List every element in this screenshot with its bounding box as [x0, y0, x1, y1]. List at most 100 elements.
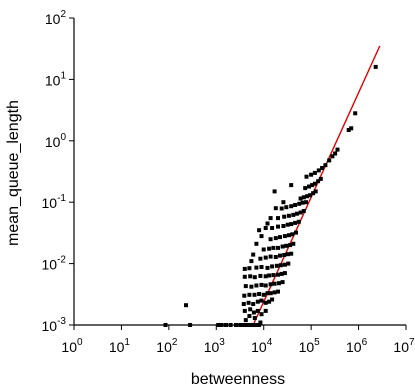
data-point [242, 266, 247, 271]
y-tick-label: 100 [45, 132, 67, 150]
x-tick-label: 106 [346, 337, 368, 355]
x-tick-label: 101 [109, 337, 131, 355]
data-point [346, 128, 351, 132]
data-point [276, 224, 280, 229]
data-point [273, 255, 278, 259]
data-point [291, 212, 296, 217]
data-point [349, 126, 354, 131]
data-point [258, 320, 263, 325]
data-point [258, 256, 263, 261]
x-tick-label: 104 [251, 337, 273, 355]
data-point [294, 230, 298, 235]
data-point [373, 64, 378, 69]
y-tick-label: 101 [45, 70, 67, 88]
data-point [246, 300, 251, 305]
data-point [272, 290, 277, 295]
data-point [291, 241, 296, 246]
data-point [323, 163, 328, 168]
data-point [303, 186, 308, 191]
data-point [276, 272, 280, 277]
data-point [316, 168, 321, 173]
data-point [242, 274, 247, 279]
data-point [243, 318, 248, 323]
data-point [278, 235, 282, 240]
data-point [312, 170, 317, 175]
data-point [268, 237, 273, 242]
data-point [271, 273, 276, 278]
data-point [281, 200, 286, 205]
data-point [270, 264, 275, 269]
data-point [333, 151, 338, 156]
data-point [263, 300, 268, 305]
data-point [289, 251, 294, 256]
data-point [261, 292, 266, 297]
data-point [247, 292, 252, 297]
axes-layer [73, 18, 406, 326]
data-point [282, 214, 287, 219]
data-point [353, 111, 358, 116]
data-point [255, 308, 260, 313]
data-point [286, 261, 291, 266]
x-tick-label: 100 [61, 337, 83, 355]
data-point [286, 213, 291, 218]
data-point [276, 245, 280, 250]
y-tick-label: 10-3 [42, 316, 67, 334]
data-point [248, 307, 253, 312]
data-point [251, 302, 256, 306]
data-point [247, 266, 252, 271]
data-point [258, 273, 263, 278]
data-point [282, 262, 287, 267]
data-point [265, 221, 270, 226]
data-point [289, 204, 294, 209]
data-point [327, 158, 332, 163]
data-point [293, 203, 298, 207]
data-point [276, 289, 280, 294]
data-point [259, 298, 264, 303]
data-point [252, 316, 257, 320]
y-tick-label: 102 [45, 9, 67, 27]
data-point [255, 299, 260, 304]
data-point [265, 265, 270, 270]
x-tick-label: 102 [156, 337, 178, 355]
data-point [254, 265, 259, 270]
data-point [261, 247, 266, 252]
data-point [248, 274, 253, 279]
x-axis-title: betweenness [191, 371, 285, 388]
data-point [184, 303, 188, 308]
data-point [267, 273, 272, 278]
data-point [268, 282, 273, 287]
data-point [280, 244, 285, 249]
data-point [289, 222, 294, 227]
data-point [310, 183, 315, 188]
data-point [270, 297, 275, 302]
data-point [280, 280, 285, 285]
data-point [272, 189, 277, 194]
data-point [259, 282, 264, 287]
data-point [243, 284, 248, 289]
data-point [251, 252, 256, 257]
data-point [311, 191, 316, 196]
data-point [242, 293, 247, 298]
data-point [335, 147, 340, 152]
data-point [271, 245, 276, 250]
data-point [247, 314, 252, 318]
data-point [307, 184, 311, 189]
data-point [279, 206, 284, 211]
data-point [282, 271, 287, 276]
data-point [268, 216, 273, 221]
data-point [252, 292, 257, 297]
data-point [249, 259, 254, 264]
data-point [290, 232, 295, 237]
data-point [270, 226, 275, 230]
data-point [296, 219, 301, 224]
data-point [293, 220, 298, 225]
y-axis-title: mean_queue_length [5, 100, 22, 246]
x-ticks: 100 101 102 103 104 105 106 107 [61, 325, 415, 355]
x-tick-label: 107 [393, 337, 415, 355]
data-point [265, 291, 270, 296]
data-point [257, 292, 262, 296]
data-point [278, 263, 283, 268]
data-point [304, 200, 308, 205]
data-point [309, 172, 314, 177]
data-point [251, 310, 256, 315]
